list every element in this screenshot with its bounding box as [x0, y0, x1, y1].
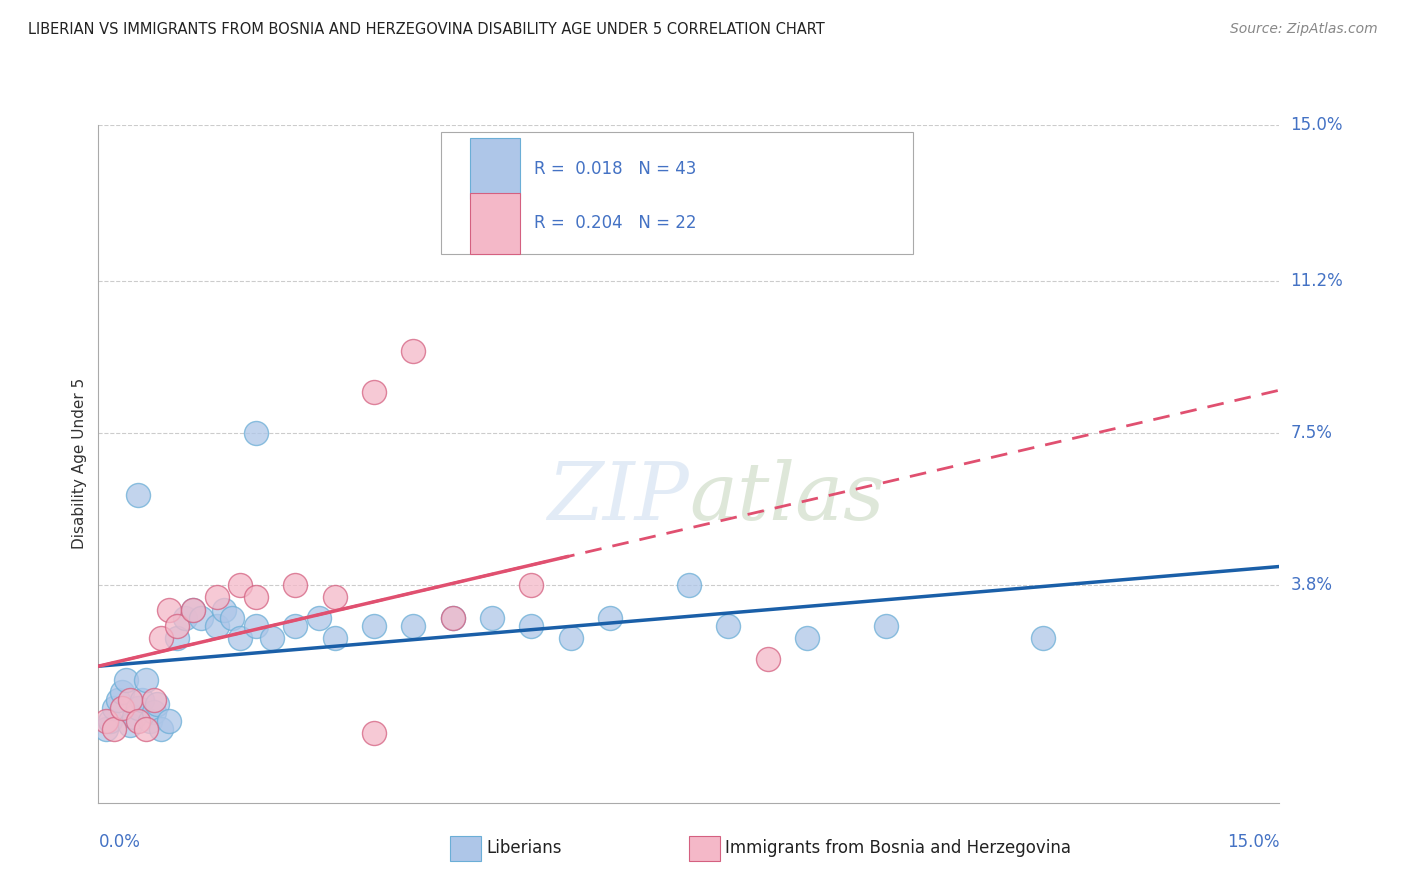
- Point: [166, 632, 188, 646]
- Point: [560, 632, 582, 646]
- Text: R =  0.018   N = 43: R = 0.018 N = 43: [534, 160, 696, 178]
- Point: [146, 697, 169, 711]
- Text: atlas: atlas: [689, 459, 884, 536]
- Point: [363, 384, 385, 399]
- Point: [174, 611, 197, 625]
- Point: [214, 603, 236, 617]
- Point: [205, 591, 228, 605]
- Point: [245, 425, 267, 440]
- Point: [150, 632, 173, 646]
- Point: [756, 652, 779, 666]
- Text: 0.0%: 0.0%: [98, 833, 141, 851]
- Point: [323, 632, 346, 646]
- Point: [166, 619, 188, 633]
- Point: [481, 611, 503, 625]
- Point: [131, 693, 153, 707]
- Text: 11.2%: 11.2%: [1291, 272, 1343, 290]
- FancyBboxPatch shape: [471, 193, 520, 253]
- Point: [157, 714, 180, 728]
- Point: [118, 717, 141, 731]
- Point: [284, 619, 307, 633]
- Point: [363, 619, 385, 633]
- Text: ZIP: ZIP: [547, 459, 689, 536]
- Point: [284, 578, 307, 592]
- Text: LIBERIAN VS IMMIGRANTS FROM BOSNIA AND HERZEGOVINA DISABILITY AGE UNDER 5 CORREL: LIBERIAN VS IMMIGRANTS FROM BOSNIA AND H…: [28, 22, 825, 37]
- Point: [402, 619, 425, 633]
- Point: [103, 701, 125, 715]
- Point: [96, 714, 118, 728]
- Point: [717, 619, 740, 633]
- Text: Immigrants from Bosnia and Herzegovina: Immigrants from Bosnia and Herzegovina: [725, 839, 1071, 857]
- Point: [115, 673, 138, 687]
- Point: [181, 603, 204, 617]
- Point: [118, 693, 141, 707]
- Point: [111, 685, 134, 699]
- Point: [205, 619, 228, 633]
- Point: [127, 714, 149, 728]
- Point: [157, 603, 180, 617]
- Point: [142, 706, 165, 720]
- Point: [796, 632, 818, 646]
- Point: [363, 726, 385, 740]
- Point: [135, 722, 157, 736]
- Point: [135, 673, 157, 687]
- Point: [122, 709, 145, 723]
- Y-axis label: Disability Age Under 5: Disability Age Under 5: [72, 378, 87, 549]
- Text: Source: ZipAtlas.com: Source: ZipAtlas.com: [1230, 22, 1378, 37]
- Point: [127, 701, 149, 715]
- Point: [142, 693, 165, 707]
- Point: [245, 619, 267, 633]
- Point: [308, 611, 330, 625]
- Text: 7.5%: 7.5%: [1291, 424, 1333, 442]
- Text: 15.0%: 15.0%: [1291, 116, 1343, 134]
- Point: [103, 722, 125, 736]
- Point: [245, 591, 267, 605]
- Point: [111, 701, 134, 715]
- Point: [127, 488, 149, 502]
- Point: [138, 714, 160, 728]
- Point: [678, 578, 700, 592]
- Text: Liberians: Liberians: [486, 839, 562, 857]
- Text: 3.8%: 3.8%: [1291, 576, 1333, 594]
- Point: [190, 611, 212, 625]
- FancyBboxPatch shape: [441, 132, 914, 253]
- Point: [96, 722, 118, 736]
- Point: [107, 693, 129, 707]
- Point: [402, 343, 425, 358]
- Point: [98, 714, 121, 728]
- Text: 15.0%: 15.0%: [1227, 833, 1279, 851]
- Point: [260, 632, 283, 646]
- Text: R =  0.204   N = 22: R = 0.204 N = 22: [534, 214, 697, 232]
- Point: [229, 632, 252, 646]
- Point: [599, 611, 621, 625]
- Point: [1032, 632, 1054, 646]
- Point: [441, 611, 464, 625]
- Point: [181, 603, 204, 617]
- Point: [441, 611, 464, 625]
- Point: [229, 578, 252, 592]
- Point: [520, 578, 543, 592]
- Point: [221, 611, 243, 625]
- Point: [875, 619, 897, 633]
- FancyBboxPatch shape: [471, 138, 520, 199]
- Point: [323, 591, 346, 605]
- Point: [520, 619, 543, 633]
- Point: [150, 722, 173, 736]
